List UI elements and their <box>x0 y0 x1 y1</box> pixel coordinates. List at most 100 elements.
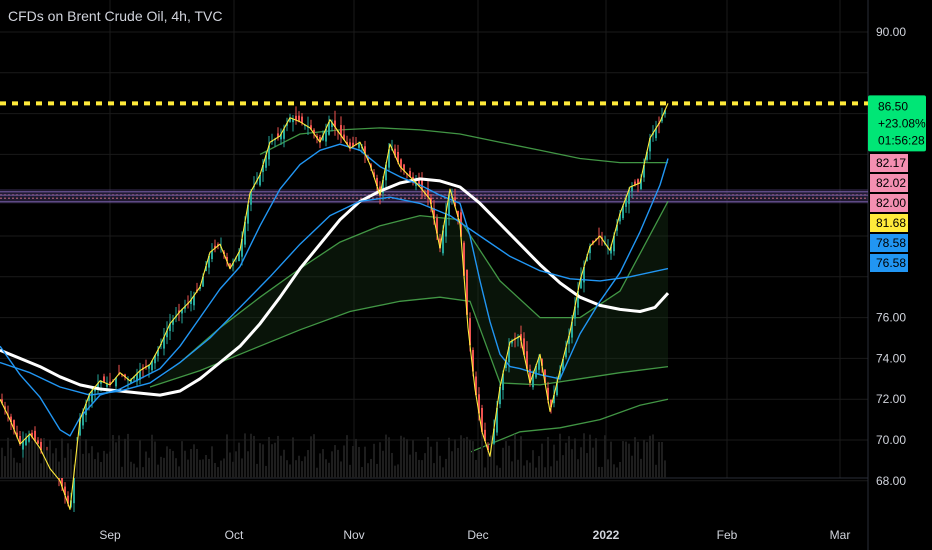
candle-body <box>493 428 495 444</box>
volume-bar <box>208 459 210 478</box>
y-tick-label: 90.00 <box>876 25 906 39</box>
volume-bar <box>145 451 147 478</box>
volume-bar <box>397 464 399 478</box>
candle-body <box>130 379 132 384</box>
side-price-tag <box>870 194 908 212</box>
volume-bar <box>250 433 252 478</box>
volume-bar <box>469 439 471 478</box>
volume-bar <box>619 462 621 478</box>
candle-body <box>466 269 468 315</box>
volume-bar <box>457 447 459 478</box>
candle-body <box>415 182 417 186</box>
volume-bar <box>658 442 660 478</box>
candle-body <box>382 179 384 194</box>
volume-bar <box>52 453 54 478</box>
volume-bar <box>538 456 540 478</box>
candle-body <box>322 135 324 141</box>
volume-bar <box>85 439 87 478</box>
volume-bar <box>520 436 522 478</box>
candle-body <box>526 351 528 369</box>
volume-bar <box>265 465 267 478</box>
volume-bar <box>646 442 648 478</box>
candle-body <box>403 164 405 171</box>
volume-bar <box>625 441 627 478</box>
volume-bar <box>427 437 429 478</box>
volume-bar <box>313 434 315 478</box>
volume-bar <box>241 458 243 478</box>
volume-bar <box>610 441 612 478</box>
volume-bar <box>595 438 597 478</box>
volume-bar <box>511 461 513 478</box>
candle-body <box>508 346 510 363</box>
candle-body <box>445 212 447 237</box>
volume-bar <box>91 446 93 478</box>
volume-bar <box>370 458 372 478</box>
volume-bar <box>127 433 129 478</box>
x-tick-label: Feb <box>717 528 738 542</box>
volume-bar <box>271 444 273 478</box>
volume-bar <box>193 444 195 478</box>
volume-bar <box>64 457 66 478</box>
candle-body <box>124 374 126 377</box>
candle-body <box>556 382 558 396</box>
volume-bar <box>391 452 393 478</box>
volume-bar <box>562 455 564 478</box>
volume-bar <box>280 455 282 478</box>
volume-bar <box>190 448 192 478</box>
side-price-tag <box>870 214 908 232</box>
candle-body <box>418 180 420 187</box>
volume-bar <box>304 456 306 478</box>
volume-bar <box>238 442 240 478</box>
candle-body <box>523 338 525 355</box>
candle-body <box>172 320 174 325</box>
resistance-band <box>0 189 868 204</box>
volume-bar <box>334 445 336 478</box>
candle-body <box>529 369 531 383</box>
candle-body <box>67 495 69 504</box>
candle-body <box>211 250 213 260</box>
volume-bar <box>448 437 450 478</box>
volume-bar <box>580 447 582 478</box>
candle-body <box>346 142 348 144</box>
volume-bar <box>481 433 483 478</box>
candle-body <box>106 383 108 387</box>
candle-body <box>97 383 99 388</box>
candle-body <box>277 133 279 138</box>
volume-bar <box>424 453 426 478</box>
volume-bar <box>355 438 357 478</box>
volume-bar <box>502 447 504 478</box>
volume-bar <box>244 433 246 478</box>
candle-body <box>505 360 507 368</box>
volume-bar <box>157 464 159 478</box>
candle-body <box>169 323 171 331</box>
volume-bar <box>196 448 198 478</box>
candle-body <box>91 390 93 402</box>
y-tick-label: 74.00 <box>876 351 906 365</box>
volume-bar <box>451 451 453 478</box>
series-lines <box>0 103 670 510</box>
candle-body <box>88 395 90 401</box>
candle-body <box>565 347 567 358</box>
volume-bar <box>289 464 291 478</box>
volume-bar <box>478 450 480 478</box>
volume-bar <box>505 441 507 478</box>
volume-bar <box>4 456 6 478</box>
candle-body <box>592 241 594 244</box>
volume-bar <box>112 434 114 478</box>
volume-bar <box>613 464 615 478</box>
volume-bar <box>547 436 549 478</box>
volume-bar <box>202 459 204 478</box>
current-price-change: +23.08% <box>878 116 926 130</box>
x-tick-label: 2022 <box>593 528 620 542</box>
x-tick-label: Oct <box>225 528 244 542</box>
candle-body <box>265 155 267 168</box>
candle-body <box>520 334 522 341</box>
candle-body <box>583 267 585 283</box>
candle-body <box>469 318 471 346</box>
candle-body <box>268 145 270 160</box>
candle-body <box>4 406 6 410</box>
volume-bar <box>343 445 345 478</box>
candle-body <box>373 172 375 177</box>
volume-bar <box>487 451 489 478</box>
